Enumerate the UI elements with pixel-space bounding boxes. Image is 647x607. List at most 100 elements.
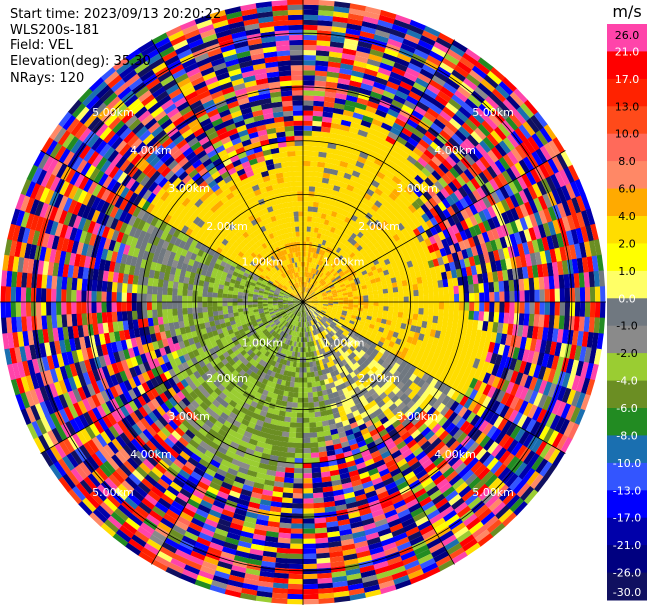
velocity-gate <box>319 272 324 278</box>
velocity-gate <box>351 254 358 261</box>
velocity-gate <box>387 287 394 294</box>
velocity-gate <box>291 402 298 408</box>
velocity-gate <box>418 295 424 303</box>
velocity-gate <box>302 523 315 529</box>
velocity-gate <box>528 277 535 291</box>
velocity-gate <box>307 216 313 222</box>
velocity-gate <box>452 163 464 176</box>
velocity-gate <box>333 154 343 161</box>
velocity-gate <box>307 206 314 212</box>
velocity-gate <box>369 123 382 132</box>
velocity-gate <box>391 66 406 77</box>
velocity-gate <box>463 168 475 181</box>
velocity-gate <box>363 11 381 20</box>
velocity-gate <box>329 132 339 140</box>
velocity-gate <box>318 285 323 290</box>
velocity-gate <box>426 145 439 157</box>
velocity-gate <box>312 263 316 269</box>
velocity-gate <box>302 453 312 459</box>
velocity-gate <box>304 292 306 298</box>
velocity-gate <box>433 223 443 234</box>
velocity-gate <box>328 254 334 260</box>
velocity-gate <box>533 277 540 291</box>
velocity-gate <box>306 287 309 293</box>
velocity-gate <box>303 211 308 217</box>
velocity-gate <box>303 286 305 292</box>
velocity-gate <box>328 248 334 254</box>
velocity-gate <box>430 184 441 195</box>
velocity-gate <box>302 382 308 388</box>
velocity-gate <box>369 48 385 58</box>
velocity-gate <box>320 273 326 279</box>
velocity-gate <box>424 177 435 188</box>
velocity-gate <box>302 488 313 494</box>
velocity-gate <box>364 6 382 15</box>
velocity-gate <box>313 196 320 203</box>
velocity-gate <box>495 106 510 121</box>
velocity-gate <box>409 222 418 231</box>
velocity-gate <box>327 66 341 74</box>
velocity-gate <box>334 201 342 208</box>
velocity-gate <box>385 183 396 193</box>
velocity-gate <box>493 175 504 189</box>
velocity-gate <box>426 55 443 67</box>
velocity-gate <box>311 216 317 223</box>
velocity-gate <box>314 281 319 287</box>
velocity-gate <box>318 197 326 204</box>
velocity-gate <box>429 216 439 227</box>
velocity-gate <box>404 185 414 196</box>
velocity-gate <box>514 127 528 143</box>
velocity-gate <box>316 431 325 438</box>
velocity-gate <box>439 61 455 74</box>
velocity-gate <box>377 104 390 114</box>
velocity-gate <box>307 251 311 258</box>
velocity-gate <box>393 140 405 150</box>
velocity-gate <box>317 25 333 32</box>
velocity-gate <box>403 290 409 297</box>
velocity-gate <box>313 507 326 514</box>
velocity-gate <box>338 165 347 173</box>
velocity-gate <box>306 295 311 299</box>
velocity-gate <box>302 528 316 534</box>
velocity-gate <box>336 260 343 267</box>
velocity-gate <box>368 53 383 63</box>
velocity-gate <box>383 306 389 312</box>
velocity-gate <box>510 148 524 163</box>
velocity-gate <box>318 286 324 291</box>
velocity-gate <box>303 50 317 56</box>
velocity-gate <box>478 171 490 185</box>
velocity-gate <box>326 71 340 79</box>
velocity-gate <box>418 302 424 309</box>
velocity-gate <box>393 297 399 303</box>
velocity-gate <box>409 58 425 69</box>
velocity-gate <box>441 144 453 157</box>
velocity-gate <box>373 294 379 299</box>
velocity-gate <box>490 162 502 177</box>
velocity-gate <box>456 145 469 158</box>
velocity-gate <box>309 166 318 172</box>
velocity-gate <box>341 274 347 280</box>
velocity-gate <box>459 56 476 70</box>
velocity-gate <box>443 82 458 95</box>
velocity-gate <box>305 287 307 293</box>
velocity-gate <box>377 196 386 205</box>
velocity-gate <box>355 102 368 111</box>
velocity-gate <box>306 372 311 378</box>
velocity-gate <box>313 100 325 107</box>
velocity-gate <box>437 201 447 212</box>
velocity-gate <box>427 173 439 185</box>
velocity-gate <box>311 293 316 297</box>
velocity-gate <box>303 70 316 76</box>
velocity-gate <box>314 275 319 281</box>
velocity-gate <box>524 99 539 116</box>
velocity-gate <box>325 258 331 264</box>
velocity-gate <box>376 131 388 141</box>
velocity-gate <box>418 289 424 297</box>
velocity-gate <box>523 278 530 291</box>
velocity-gate <box>457 85 472 99</box>
velocity-gate <box>292 488 303 494</box>
velocity-gate <box>320 213 327 220</box>
velocity-gate <box>408 290 414 297</box>
velocity-gate <box>283 482 294 489</box>
velocity-gate <box>447 216 456 227</box>
